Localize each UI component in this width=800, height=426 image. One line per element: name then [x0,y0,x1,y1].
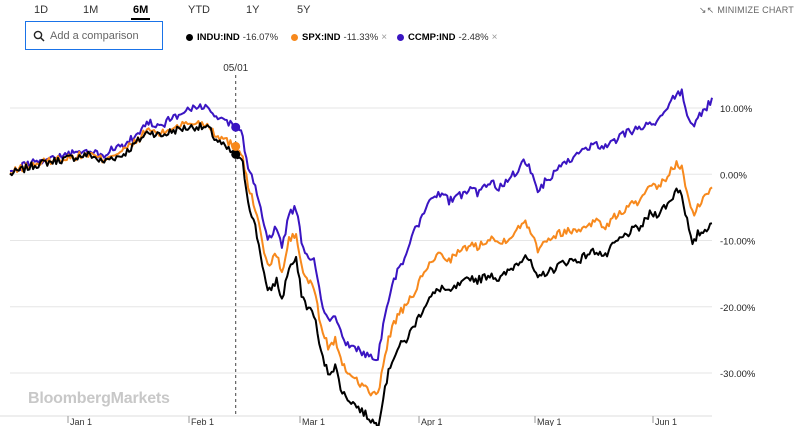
tab-ytd[interactable]: YTD [188,4,210,16]
legend-dot-indu [186,34,193,41]
legend-name-spx: SPX:IND [302,32,341,43]
cursor-dot-spx [231,141,241,151]
bloomberg-watermark: BloombergMarkets [28,390,170,407]
cursor-date-label: 05/01 [223,63,248,74]
x-tick-label: Apr 1 [421,417,443,426]
legend-name-ccmp: CCMP:IND [408,32,456,43]
x-tick-label: Mar 1 [302,417,325,426]
legend-item-spx: SPX:IND -11.33% × [291,32,387,43]
legend-change-ccmp: -2.48% [458,32,489,43]
search-icon [33,29,45,47]
comparison-search-input[interactable] [50,27,158,44]
legend-change-spx: -11.33% [343,32,379,43]
tab-6m[interactable]: 6M [130,4,151,20]
y-tick-label: -30.00% [720,369,756,380]
y-tick-label: -10.00% [720,237,756,248]
x-tick-label: Jan 1 [70,417,92,426]
x-tick-label: May 1 [537,417,562,426]
y-tick-label: 10.00% [720,104,753,115]
legend-item-ccmp: CCMP:IND -2.48% × [397,32,497,43]
tab-5y[interactable]: 5Y [297,4,311,16]
series-line-ccmp [9,88,713,362]
minimize-chart-button[interactable]: ↘↖ MINIMIZE CHART [699,5,794,16]
series-line-indu [9,122,713,426]
legend-change-indu: -16.07% [242,32,279,43]
comparison-search-box[interactable] [25,21,163,50]
legend-name-indu: INDU:IND [197,32,240,43]
range-tabs: 1D 1M 6M YTD 1Y 5Y [0,0,800,22]
legend-item-indu: INDU:IND -16.07% [186,32,278,43]
remove-ccmp-icon[interactable]: × [491,32,498,43]
performance-chart[interactable]: 10.00% 0.00% -10.00% -20.00% -30.00% Jan 1 Feb… [0,55,800,426]
series-line-spx [9,120,713,397]
x-tick-label: Feb 1 [191,417,214,426]
x-tick-label: Jun 1 [655,417,677,426]
tab-1m[interactable]: 1M [83,4,99,16]
legend-dot-spx [291,34,298,41]
tab-1d[interactable]: 1D [34,4,49,16]
tab-1y[interactable]: 1Y [246,4,260,16]
remove-spx-icon[interactable]: × [381,32,388,43]
cursor-dot-ccmp [231,122,241,132]
y-tick-label: 0.00% [720,170,747,181]
minimize-chart-label: MINIMIZE CHART [717,5,794,15]
minimize-icon: ↘↖ [698,5,715,15]
legend-dot-ccmp [397,34,404,41]
cursor-dot-indu [231,149,241,159]
y-tick-label: -20.00% [720,303,756,314]
